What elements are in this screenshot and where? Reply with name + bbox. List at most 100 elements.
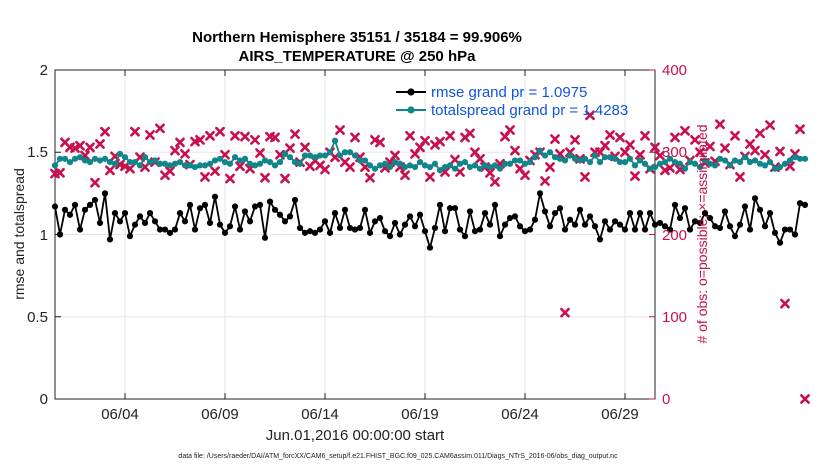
rmse-point <box>336 224 344 232</box>
rmse-point <box>361 206 369 213</box>
rmse-point <box>106 236 114 243</box>
totalspread-point <box>146 159 154 166</box>
totalspread-point <box>191 163 199 171</box>
legend: rmse grand pr = 1.0975 totalspread grand… <box>396 84 628 119</box>
obs-count-marker <box>400 170 410 181</box>
rmse-point <box>61 206 69 213</box>
obs-count-marker <box>55 167 65 178</box>
rmse-point <box>291 196 299 204</box>
rmse-point <box>441 228 449 235</box>
rmse-point <box>571 221 579 228</box>
obs-count-marker <box>75 140 85 151</box>
totalspread-point <box>791 154 799 161</box>
totalspread-point <box>531 154 539 161</box>
rmse-point <box>636 210 644 217</box>
totalspread-point <box>776 163 784 171</box>
rmse-point <box>241 208 249 215</box>
obs-count-marker <box>235 161 245 172</box>
rmse-point <box>621 226 629 233</box>
totalspread-point <box>396 160 404 167</box>
rmse-point <box>596 236 604 243</box>
totalspread-point <box>741 154 749 161</box>
obs-count-marker <box>120 161 130 172</box>
obs-count-marker <box>580 172 590 182</box>
totalspread-point <box>681 165 689 172</box>
rmse-point <box>516 223 524 230</box>
obs-count-marker <box>665 162 675 173</box>
obs-count-marker <box>540 176 550 186</box>
totalspread-point <box>126 159 134 166</box>
obs-count-marker <box>435 136 445 147</box>
totalspread-point <box>171 160 179 167</box>
totalspread-point <box>156 160 164 167</box>
rmse-point <box>156 226 164 233</box>
obs-count-marker <box>450 154 460 165</box>
totalspread-point <box>546 149 554 156</box>
totalspread-point <box>91 155 99 162</box>
rmse-point <box>456 226 464 233</box>
obs-count-marker <box>545 162 555 172</box>
rmse-point <box>151 218 159 225</box>
obs-count-marker <box>560 307 570 318</box>
left-tick-label: 0.5 <box>27 309 48 326</box>
totalspread-point <box>316 152 324 159</box>
totalspread-point <box>466 163 474 171</box>
totalspread-point <box>286 154 294 161</box>
totalspread-point <box>566 152 574 159</box>
obs-count-marker <box>715 119 725 130</box>
totalspread-point <box>751 157 759 164</box>
rmse-point <box>316 226 324 233</box>
rmse-point <box>341 206 349 213</box>
rmse-point <box>396 231 404 238</box>
rmse-point <box>246 218 254 225</box>
rmse-point <box>796 200 804 207</box>
totalspread-point <box>416 159 424 166</box>
totalspread-point <box>366 162 374 169</box>
rmse-point <box>56 231 64 238</box>
obs-count-marker <box>730 130 740 141</box>
totalspread-point <box>781 160 789 167</box>
rmse-point <box>736 221 744 228</box>
totalspread-point <box>256 160 264 167</box>
rmse-point <box>261 234 269 241</box>
rmse-point <box>746 226 754 233</box>
rmse-point <box>501 221 509 228</box>
totalspread-point <box>216 155 224 162</box>
x-tick-label: 06/19 <box>401 406 439 423</box>
x-tick-label: 06/24 <box>501 406 539 423</box>
obs-count-marker <box>205 130 215 141</box>
totalspread-point <box>506 160 514 167</box>
obs-count-marker <box>135 152 145 163</box>
totalspread-point <box>386 163 394 171</box>
totalspread-point <box>736 159 744 166</box>
rmse-point <box>741 203 749 210</box>
rmse-point <box>776 239 784 246</box>
obs-count-marker <box>680 125 690 136</box>
totalspread-point <box>96 157 104 164</box>
rmse-point <box>166 229 174 236</box>
right-tick-label: 100 <box>662 309 687 326</box>
rmse-point <box>351 226 359 233</box>
totalspread-point <box>431 160 439 167</box>
rmse-point <box>601 218 609 225</box>
totalspread-point <box>796 155 804 162</box>
rmse-point <box>236 226 244 233</box>
totalspread-point <box>581 155 589 162</box>
rmse-point <box>446 205 454 212</box>
obs-count-marker <box>180 148 190 159</box>
obs-count-marker <box>125 163 135 174</box>
rmse-point <box>371 218 379 225</box>
totalspread-point <box>666 155 674 162</box>
totalspread-point <box>756 160 764 167</box>
totalspread-point <box>276 159 284 166</box>
obs-count-marker <box>570 135 580 145</box>
obs-count-marker <box>320 164 330 175</box>
totalspread-point <box>51 162 59 169</box>
obs-count-marker <box>475 153 485 164</box>
rmse-point <box>326 229 334 236</box>
obs-count-marker <box>630 171 640 182</box>
obs-count-marker <box>300 142 310 153</box>
rmse-point <box>281 218 289 225</box>
rmse-point <box>696 219 704 227</box>
totalspread-point <box>786 157 794 164</box>
